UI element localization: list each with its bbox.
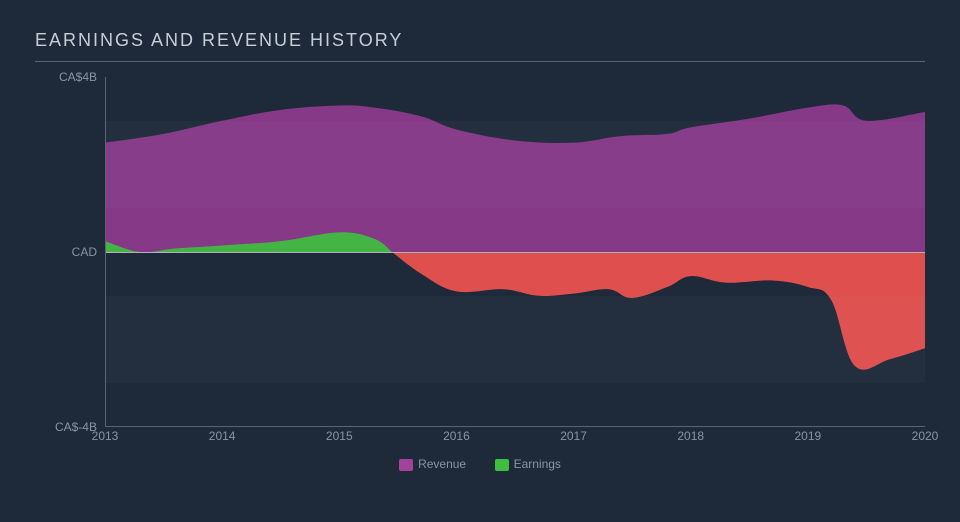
x-tick-label: 2015 [326, 429, 353, 443]
legend-swatch-revenue [399, 459, 413, 471]
y-tick-label: CA$4B [59, 70, 97, 84]
y-axis-line [105, 77, 106, 427]
legend-swatch-earnings [495, 459, 509, 471]
y-tick-label: CAD [72, 245, 97, 259]
x-tick-label: 2020 [912, 429, 939, 443]
x-tick-label: 2016 [443, 429, 470, 443]
grid-band-top [105, 121, 925, 209]
plot-area [105, 77, 925, 427]
title-underline [35, 61, 925, 62]
chart-container: EARNINGS AND REVENUE HISTORY CA$4BCADCA$… [0, 0, 960, 497]
zero-line [105, 252, 925, 253]
x-tick-label: 2013 [92, 429, 119, 443]
chart-title: EARNINGS AND REVENUE HISTORY [35, 30, 925, 51]
x-tick-label: 2019 [794, 429, 821, 443]
x-tick-label: 2018 [677, 429, 704, 443]
legend-label-revenue: Revenue [418, 457, 466, 471]
chart-wrap: CA$4BCADCA$-4B 2013201420152016201720182… [35, 77, 925, 477]
x-tick-label: 2014 [209, 429, 236, 443]
legend: Revenue Earnings [35, 455, 925, 473]
legend-item-earnings: Earnings [495, 457, 561, 471]
grid-band-bottom [105, 296, 925, 384]
legend-item-revenue: Revenue [399, 457, 466, 471]
x-axis-line [105, 426, 925, 427]
legend-label-earnings: Earnings [514, 457, 561, 471]
x-tick-label: 2017 [560, 429, 587, 443]
